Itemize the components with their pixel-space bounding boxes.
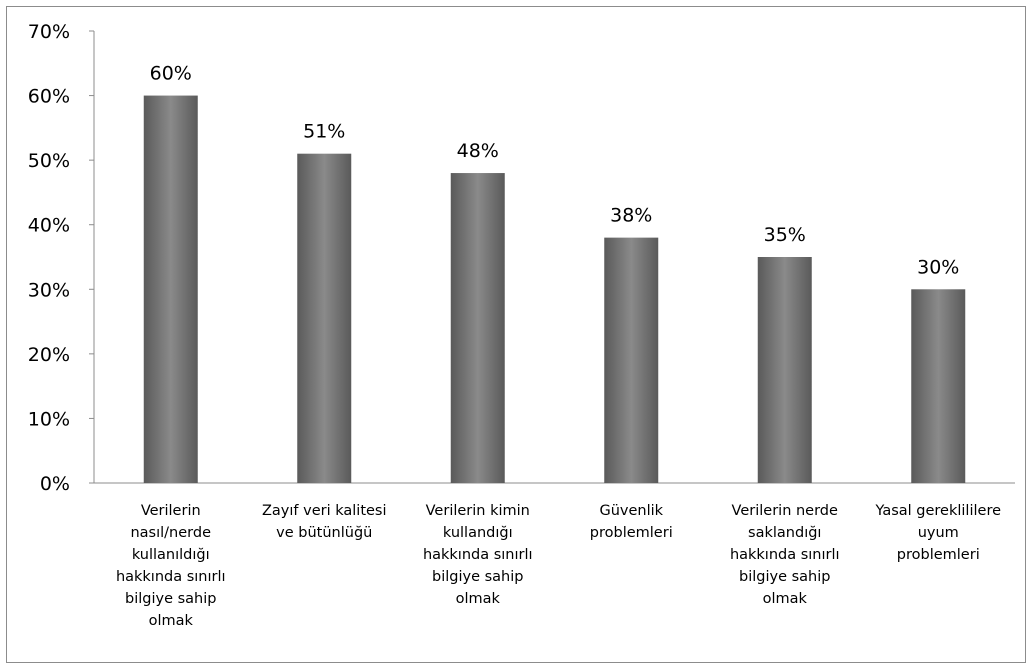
y-tick-label: 10% xyxy=(28,408,70,430)
category-label: Yasal gereklililere uyum problemleri xyxy=(874,503,1001,563)
bar-value-label: 48% xyxy=(457,140,499,162)
bar-value-label: 35% xyxy=(764,224,806,246)
axis-layer xyxy=(93,31,1015,484)
y-tick-label: 70% xyxy=(28,21,70,43)
y-tick-labels: 0% 10% 20% 30% 40% 50% 60% 70% xyxy=(28,21,94,495)
bars xyxy=(143,95,966,484)
y-tick-label: 30% xyxy=(28,279,70,301)
bar xyxy=(450,173,505,484)
bar-value-label: 60% xyxy=(150,63,192,85)
bar xyxy=(297,153,352,483)
y-tick-label: 40% xyxy=(28,215,70,237)
bar xyxy=(911,289,966,483)
bar-value-label: 30% xyxy=(917,256,959,278)
category-label: Verilerin nerde saklandığı hakkında sınırl… xyxy=(730,503,840,607)
bar-value-label: 51% xyxy=(303,121,345,143)
bar xyxy=(604,237,659,483)
y-tick-label: 20% xyxy=(28,344,70,366)
category-labels: Verilerin nasıl/nerde kullanıldığı hakkında… xyxy=(116,503,1001,629)
value-labels: 60% 51% 48% 38% 35% 30% xyxy=(150,63,960,279)
y-tick-label: 60% xyxy=(28,86,70,108)
category-label: Zayıf veri kalitesi ve bütünlüğü xyxy=(262,503,387,541)
category-label: Verilerin nasıl/nerde kullanıldığı hakkında… xyxy=(116,503,226,629)
bar-value-label: 38% xyxy=(610,205,652,227)
category-label: Güvenlik problemleri xyxy=(590,503,673,541)
category-label: Verilerin kimin kullandığı hakkında sınırl… xyxy=(423,503,533,607)
y-tick-label: 0% xyxy=(40,473,70,495)
bar xyxy=(143,95,198,484)
bar xyxy=(757,257,812,483)
y-tick-label: 50% xyxy=(28,150,70,172)
